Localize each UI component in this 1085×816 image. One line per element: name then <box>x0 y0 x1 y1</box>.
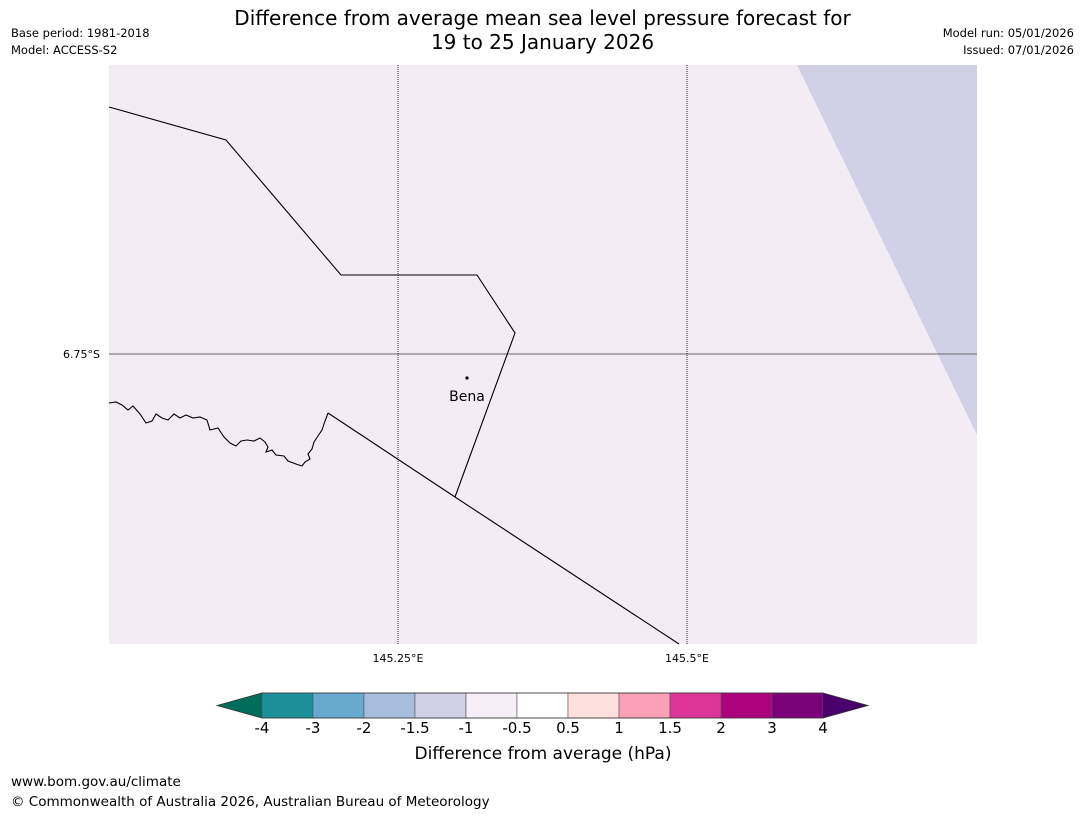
colorbar-arrow-low <box>217 693 262 718</box>
title-line-1: Difference from average mean sea level p… <box>234 6 851 30</box>
colorbar-tick-label: 1.5 <box>658 719 682 737</box>
colorbar-box <box>516 692 569 719</box>
footer-url[interactable]: www.bom.gov.au/climate <box>11 774 181 790</box>
lat-tick-label: 6.75°S <box>63 348 100 361</box>
colorbar-arrow-high <box>823 693 868 718</box>
colorbar-tick-label: -1.5 <box>400 719 430 737</box>
footer-copyright: © Commonwealth of Australia 2026, Austra… <box>11 794 490 810</box>
colorbar-tick-label: -4 <box>254 719 270 737</box>
coastline <box>108 401 329 467</box>
colorbar-tick-label: 0.5 <box>556 719 580 737</box>
colorbar-box <box>720 692 773 719</box>
province-boundary-south <box>327 412 680 645</box>
colorbar-tick-label: 4 <box>818 719 828 737</box>
colorbar-tick-label: -1 <box>458 719 474 737</box>
colorbar-box <box>567 692 620 719</box>
base-period: Base period: 1981-2018 <box>11 26 150 40</box>
colorbar-tick-label: -0.5 <box>502 719 532 737</box>
colorbar-box <box>618 692 671 719</box>
colorbar-box <box>771 692 824 719</box>
meta-left: Base period: 1981-2018 Model: ACCESS-S2 <box>11 25 150 59</box>
colorbar-tick-label: -2 <box>356 719 372 737</box>
province-boundary <box>108 106 516 498</box>
colorbar-outline <box>215 692 870 719</box>
colorbar-box <box>261 692 314 719</box>
colorbar-box <box>363 692 416 719</box>
colorbar-tick-label: -3 <box>305 719 321 737</box>
issued-date: Issued: 07/01/2026 <box>963 43 1074 57</box>
colorbar-title: Difference from average (hPa) <box>414 744 672 764</box>
bena-marker <box>465 376 469 380</box>
bena-label: Bena <box>449 389 485 405</box>
lon-tick-label-1: 145.25°E <box>373 652 424 665</box>
colorbar-tick-label: 1 <box>614 719 624 737</box>
colorbar-tick-label: 3 <box>767 719 777 737</box>
lon-tick-label-2: 145.5°E <box>665 652 709 665</box>
model-name: Model: ACCESS-S2 <box>11 43 118 57</box>
colorbar-box <box>312 692 365 719</box>
anomaly-region <box>797 65 977 435</box>
model-run: Model run: 05/01/2026 <box>942 26 1074 40</box>
colorbar-box <box>414 692 467 719</box>
colorbar-boxes <box>215 692 870 719</box>
meta-right: Model run: 05/01/2026 Issued: 07/01/2026 <box>943 25 1074 59</box>
colorbar-box <box>669 692 722 719</box>
colorbar-tick-label: 2 <box>716 719 726 737</box>
colorbar-box <box>465 692 518 719</box>
title-line-2: 19 to 25 January 2026 <box>430 30 655 54</box>
map-title: Difference from average mean sea level p… <box>0 6 1085 54</box>
